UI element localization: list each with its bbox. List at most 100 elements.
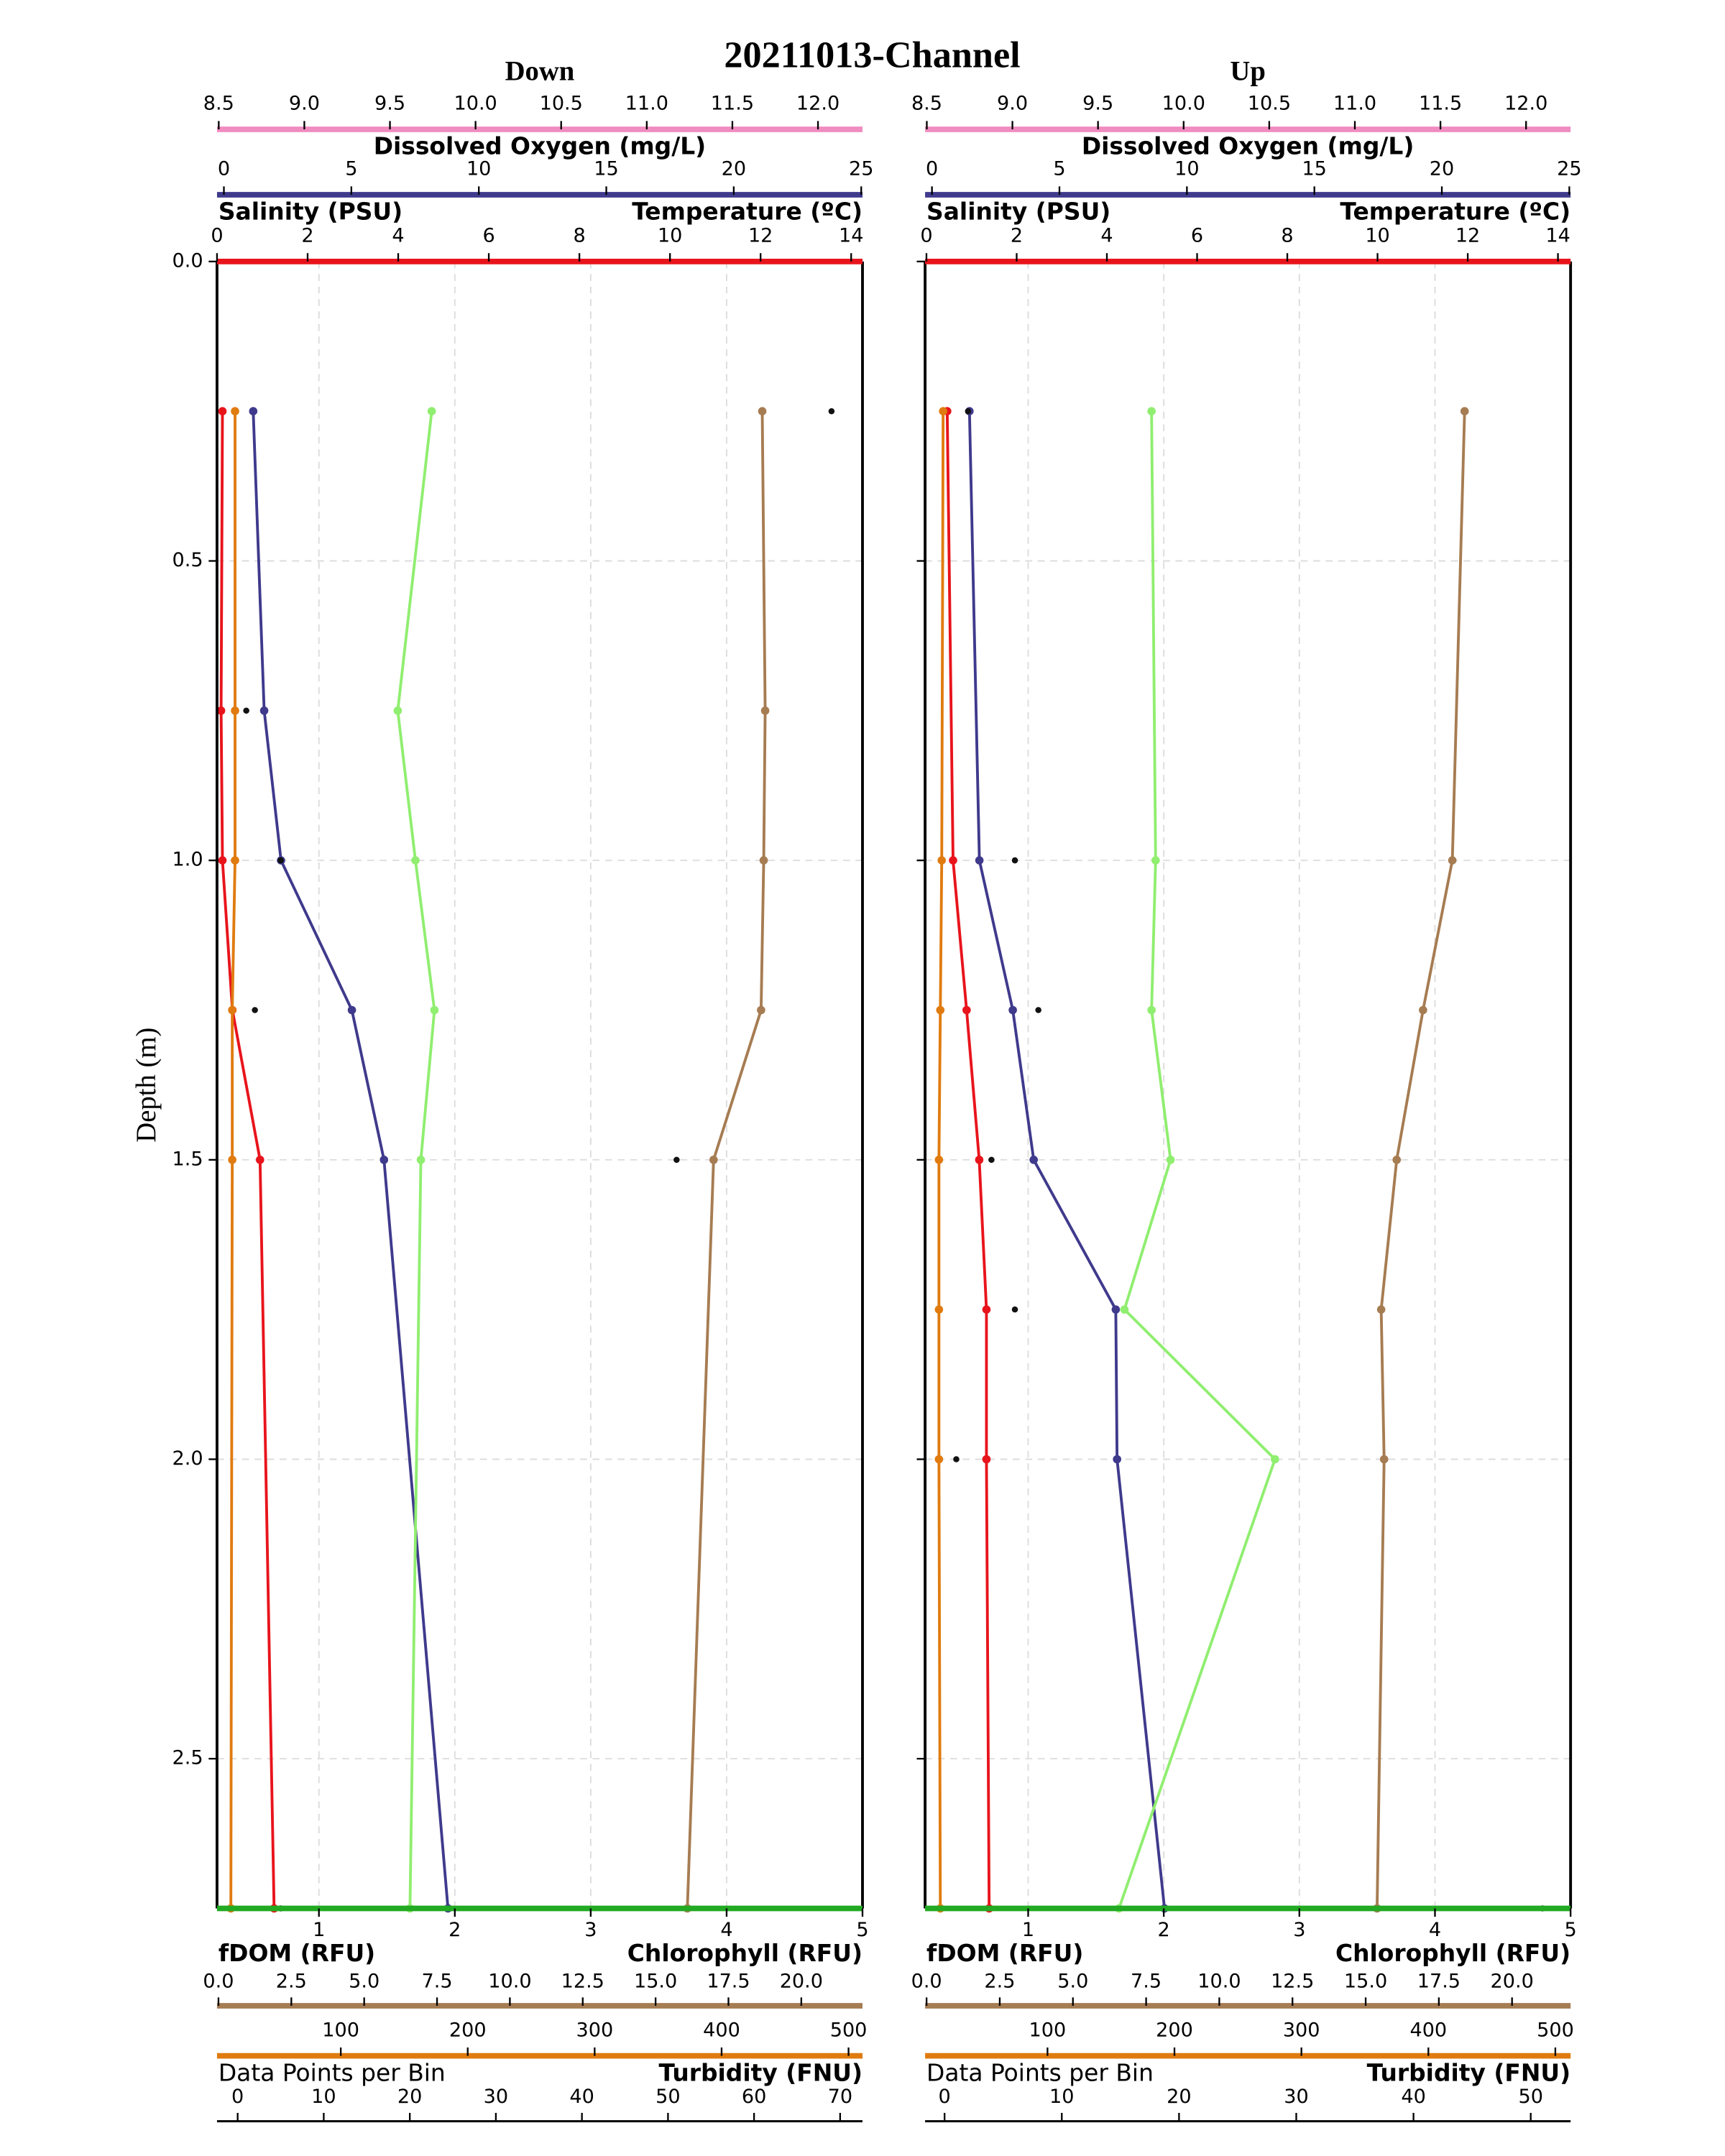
data-point — [975, 856, 984, 865]
x-tick-label: 5 — [856, 1919, 868, 1941]
x-tick-label: 10.0 — [1162, 93, 1205, 115]
data-point — [1376, 1305, 1386, 1314]
y-axis-label: Depth (m) — [132, 1028, 162, 1143]
y-tick-label: 2.5 — [172, 1747, 203, 1769]
x-tick-label: 4 — [1100, 225, 1113, 247]
x-tick-label: 20 — [1430, 158, 1454, 180]
data-point — [1120, 1305, 1129, 1314]
x-tick-label: 11.0 — [1333, 93, 1376, 115]
x-tick-label: 0.0 — [911, 1971, 942, 1993]
x-tick-label: 4 — [720, 1919, 732, 1941]
y-tick-label: 1.0 — [172, 849, 203, 871]
x-tick-label: 9.0 — [997, 93, 1028, 115]
x-tick-label: 5.0 — [349, 1971, 380, 1993]
x-tick-label: 0 — [920, 225, 932, 247]
x-tick-label: 10.5 — [1248, 93, 1291, 115]
data-point — [934, 1305, 944, 1314]
x-tick-label: 10 — [466, 158, 491, 180]
data-point — [1113, 1455, 1121, 1464]
x-tick-label: 20 — [1167, 2086, 1191, 2108]
data-point — [243, 707, 249, 714]
x-tick-label: 2 — [1011, 225, 1023, 247]
data-point — [757, 1005, 765, 1015]
data-point — [1147, 407, 1156, 416]
data-point — [1011, 857, 1018, 864]
panel-title: Down — [505, 56, 575, 86]
data-point — [259, 706, 269, 715]
x-tick-label: 10.0 — [488, 1971, 531, 1993]
data-point — [228, 1156, 236, 1164]
x-tick-label: 2.5 — [276, 1971, 307, 1993]
data-point — [1008, 1005, 1017, 1015]
y-tick-label: 2.0 — [172, 1447, 203, 1470]
x-tick-label: 50 — [656, 2086, 680, 2108]
x-tick-label: 10.5 — [540, 93, 583, 115]
x-tick-label: 20 — [722, 158, 746, 180]
x-tick-label: 8 — [573, 225, 585, 247]
x-tick-label: 0 — [211, 225, 223, 247]
data-point — [1379, 1455, 1389, 1464]
x-tick-label: 4 — [1429, 1919, 1441, 1941]
data-point — [216, 706, 226, 715]
data-point — [430, 1005, 439, 1015]
data-point — [228, 1005, 236, 1015]
data-point — [949, 856, 957, 865]
data-point — [709, 1156, 718, 1164]
x-tick-label: 15.0 — [634, 1971, 677, 1993]
x-tick-label: 20.0 — [1491, 1971, 1534, 1993]
data-point — [934, 1156, 944, 1164]
data-point — [380, 1156, 389, 1164]
data-point — [411, 856, 420, 865]
axis-label: Turbidity (FNU) — [1367, 2058, 1570, 2086]
x-tick-label: 30 — [484, 2086, 508, 2108]
data-point — [975, 1156, 984, 1164]
x-tick-label: 10 — [1365, 225, 1389, 247]
x-tick-label: 1 — [1022, 1919, 1034, 1941]
x-tick-label: 10 — [311, 2086, 336, 2108]
series-line — [229, 411, 236, 1909]
data-point — [934, 1455, 944, 1464]
x-tick-label: 2 — [448, 1919, 461, 1941]
x-tick-label: 200 — [1156, 2019, 1193, 2041]
data-point — [393, 706, 402, 715]
data-point — [982, 1305, 991, 1314]
axis-label: Turbidity (FNU) — [659, 2058, 862, 2086]
x-tick-label: 15.0 — [1344, 1971, 1387, 1993]
x-tick-label: 6 — [1191, 225, 1203, 247]
chart-title: 20211013-Channel — [724, 34, 1020, 75]
data-point — [953, 1456, 960, 1462]
x-tick-label: 2 — [301, 225, 313, 247]
axis-label: Temperature (ºC) — [632, 198, 862, 226]
x-tick-label: 3 — [1293, 1919, 1305, 1941]
data-point — [936, 1005, 945, 1015]
y-tick-label: 0.5 — [172, 549, 203, 571]
data-point — [427, 407, 436, 416]
data-point — [1392, 1156, 1402, 1164]
x-tick-label: 25 — [1557, 158, 1581, 180]
x-tick-label: 2.5 — [984, 1971, 1015, 1993]
x-tick-label: 4 — [392, 225, 404, 247]
data-point — [1419, 1005, 1427, 1015]
axis-label: Chlorophyll (RFU) — [627, 1939, 862, 1967]
x-tick-label: 100 — [1029, 2019, 1067, 2041]
data-point — [1460, 407, 1469, 416]
x-tick-label: 0 — [926, 158, 938, 180]
axis-label: fDOM (RFU) — [218, 1939, 375, 1967]
x-tick-label: 8 — [1281, 225, 1293, 247]
data-point — [1111, 1305, 1121, 1314]
x-tick-label: 9.5 — [1082, 93, 1113, 115]
x-tick-label: 9.0 — [289, 93, 320, 115]
x-tick-label: 5 — [1565, 1919, 1577, 1941]
x-tick-label: 12 — [748, 225, 773, 247]
x-tick-label: 0 — [231, 2086, 244, 2108]
x-tick-label: 5 — [345, 158, 357, 180]
x-tick-label: 0 — [939, 2086, 951, 2108]
data-point — [1151, 856, 1160, 865]
data-point — [277, 857, 284, 864]
x-tick-label: 2 — [1158, 1919, 1170, 1941]
x-tick-label: 300 — [1283, 2019, 1320, 2041]
data-point — [218, 407, 227, 416]
data-point — [758, 407, 767, 416]
